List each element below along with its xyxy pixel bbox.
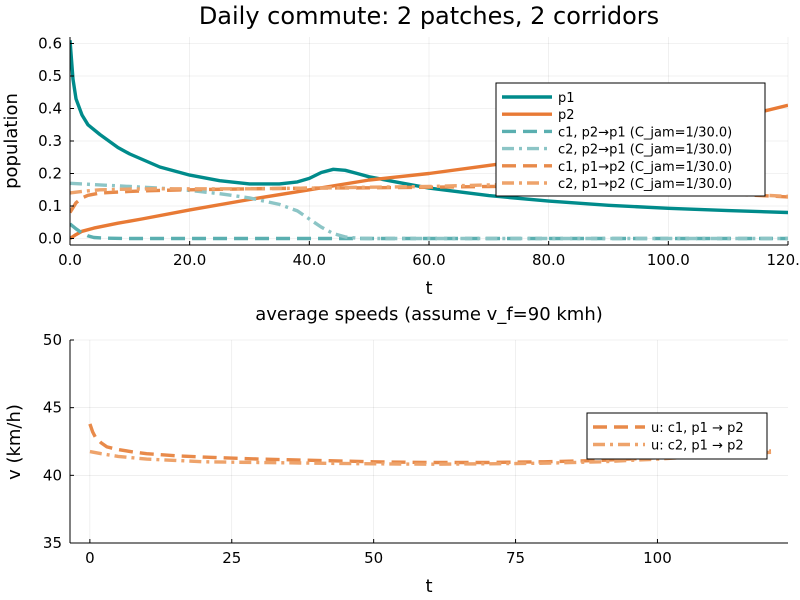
y-tick-label: 40 <box>43 466 62 484</box>
legend-label: u: c1, p1 → p2 <box>651 421 744 436</box>
x-tick-label: 20.0 <box>173 251 206 269</box>
chart-title: Daily commute: 2 patches, 2 corridors <box>199 2 659 30</box>
chart-title: average speeds (assume v_f=90 kmh) <box>255 304 603 325</box>
legend-label: c2, p1→p2 (C_jam=1/30.0) <box>558 177 732 192</box>
x-tick-label: 0 <box>85 549 95 567</box>
x-tick-label: 100 <box>643 549 672 567</box>
legend-label: c1, p2→p1 (C_jam=1/30.0) <box>558 125 732 140</box>
y-tick-label: 0.3 <box>38 132 62 150</box>
legend-label: c2, p2→p1 (C_jam=1/30.0) <box>558 143 732 158</box>
top-chart: Daily commute: 2 patches, 2 corridors 0.… <box>1 2 800 299</box>
x-axis-label: t <box>425 576 432 597</box>
y-tick-label: 0.6 <box>38 35 62 53</box>
legend-label: p2 <box>558 108 575 123</box>
series-line <box>70 40 788 215</box>
series-line <box>70 222 788 241</box>
x-tick-label: 100.0 <box>647 251 690 269</box>
x-tick-label: 120.0 <box>767 251 800 269</box>
x-tick-label: 0.0 <box>58 251 82 269</box>
legend: u: c1, p1 → p2 u: c2, p1 → p2 <box>586 412 768 460</box>
y-axis-label: population <box>1 93 22 189</box>
legend-label: c1, p1→p2 (C_jam=1/30.0) <box>558 160 732 175</box>
bottom-chart: average speeds (assume v_f=90 kmh) 0 25 50… <box>4 304 788 597</box>
y-tick-label: 35 <box>43 534 62 552</box>
x-tick-label: 25 <box>222 549 241 567</box>
y-tick-label: 45 <box>43 399 62 417</box>
y-tick-label: 0.1 <box>38 197 62 215</box>
x-tick-label: 40.0 <box>293 251 326 269</box>
y-tick-label: 50 <box>43 331 62 349</box>
y-tick-label: 0.5 <box>38 67 62 85</box>
legend-label: u: c2, p1 → p2 <box>651 439 744 454</box>
y-tick-label: 0.0 <box>38 230 62 248</box>
x-axis-label: t <box>425 278 432 299</box>
x-tick-label: 80.0 <box>532 251 565 269</box>
y-tick-label: 0.4 <box>38 100 62 118</box>
y-axis-label: v (km/h) <box>4 404 25 480</box>
x-tick-label: 50 <box>364 549 383 567</box>
legend-box <box>495 82 766 197</box>
series-line <box>89 449 772 466</box>
legend-box <box>586 412 768 460</box>
y-tick-label: 0.2 <box>38 165 62 183</box>
legend-label: p1 <box>558 91 575 106</box>
x-tick-label: 60.0 <box>412 251 445 269</box>
legend: p1 p2 c1, p2→p1 (C_jam=1/30.0) c2, p2→p1 (C… <box>495 82 766 197</box>
x-tick-label: 75 <box>506 549 525 567</box>
